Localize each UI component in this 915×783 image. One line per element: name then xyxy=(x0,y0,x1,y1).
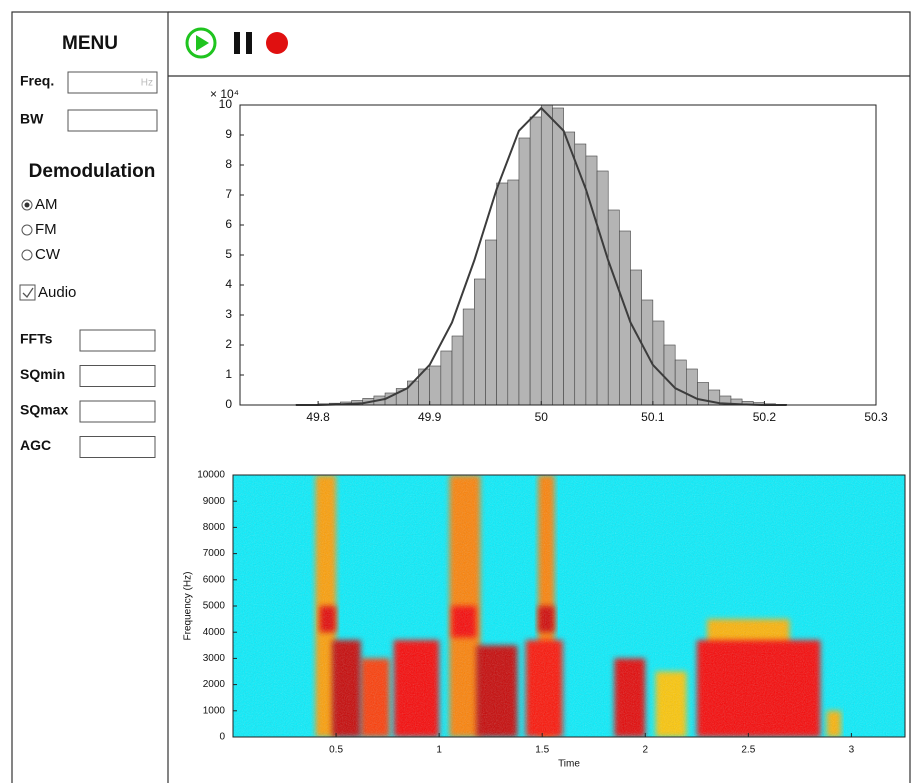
spectrogram-texture xyxy=(233,475,905,737)
y-tick-label: 1 xyxy=(225,367,232,381)
histogram-bar xyxy=(451,335,464,406)
histogram-bar xyxy=(507,179,520,406)
y-tick-label: 8000 xyxy=(203,522,226,533)
fit-curve xyxy=(295,106,787,406)
field-label: BW xyxy=(20,111,44,127)
y-tick-label: 7000 xyxy=(203,548,226,559)
y-tick-label: 10000 xyxy=(197,470,225,481)
radio-button[interactable] xyxy=(21,224,33,236)
y-axis-label: Frequency (Hz) xyxy=(183,572,194,641)
sidebar xyxy=(11,11,169,783)
play-ring[interactable] xyxy=(185,27,217,59)
field-label: SQmin xyxy=(20,366,65,382)
histogram-bar xyxy=(496,182,509,406)
y-tick-label: 3000 xyxy=(203,653,226,664)
x-tick-label: 49.9 xyxy=(418,410,442,424)
y-tick-label: 9 xyxy=(225,127,232,141)
histogram-bar xyxy=(440,350,453,406)
text-input[interactable] xyxy=(79,329,156,352)
x-tick-label: 2 xyxy=(642,745,648,756)
input-unit: Hz xyxy=(141,78,153,89)
section-title: Demodulation xyxy=(29,161,156,182)
record-button[interactable] xyxy=(266,32,288,54)
histogram-bar xyxy=(540,104,553,406)
radio-label[interactable]: AM xyxy=(35,196,58,213)
y-tick-label: 1000 xyxy=(203,705,226,716)
y-tick-label: 9000 xyxy=(203,496,226,507)
checkbox[interactable] xyxy=(19,284,36,301)
histogram-bar xyxy=(429,365,442,406)
histogram-bar xyxy=(552,107,564,406)
menu-title: MENU xyxy=(62,33,118,54)
field-label: AGC xyxy=(20,437,51,453)
y-tick-label: 2000 xyxy=(203,679,226,690)
y-tick-label: 6 xyxy=(225,217,232,231)
histogram-bar xyxy=(462,308,475,406)
y-tick-label: 0 xyxy=(219,732,225,743)
checkbox-label[interactable]: Audio xyxy=(38,284,76,301)
histogram-bar xyxy=(686,368,698,406)
pause-button[interactable] xyxy=(234,32,252,54)
field-label: SQmax xyxy=(20,402,68,418)
text-input[interactable] xyxy=(67,109,158,132)
histogram-bar xyxy=(407,380,419,406)
histogram-bar xyxy=(474,278,486,406)
x-tick-label: 50.2 xyxy=(753,410,777,424)
x-tick-label: 50 xyxy=(535,410,549,424)
x-tick-label: 2.5 xyxy=(741,745,755,756)
radio-dot[interactable] xyxy=(24,202,30,208)
x-tick-label: 3 xyxy=(849,745,855,756)
y-tick-label: 8 xyxy=(225,157,232,171)
pause-bar[interactable] xyxy=(234,32,240,54)
spectrogram-image xyxy=(233,475,905,737)
y-tick-label: 0 xyxy=(225,397,232,411)
histogram-bar xyxy=(529,116,542,406)
histogram-bar xyxy=(674,359,687,406)
field-label: Freq. xyxy=(20,73,54,89)
checkmark[interactable] xyxy=(22,287,34,299)
histogram-bar xyxy=(607,209,620,406)
y-tick-label: 7 xyxy=(225,187,232,201)
text-input[interactable] xyxy=(79,365,156,387)
toolbar-frame xyxy=(168,11,911,783)
histogram-bar xyxy=(630,269,642,406)
y-tick-label: 4 xyxy=(225,277,232,291)
text-input[interactable] xyxy=(67,71,158,94)
x-tick-label: 49.8 xyxy=(306,410,330,424)
x-tick-label: 50.3 xyxy=(864,410,888,424)
y-tick-label: 3 xyxy=(225,307,232,321)
histogram-bar xyxy=(485,239,497,406)
text-input[interactable] xyxy=(79,400,156,423)
histogram-bar xyxy=(652,320,665,406)
field-label: FFTs xyxy=(20,331,53,347)
y-scale-label: × 10⁴ xyxy=(210,87,239,101)
radio-label[interactable]: CW xyxy=(35,246,61,263)
play-icon[interactable] xyxy=(196,35,209,51)
histogram-bar xyxy=(663,344,676,406)
histogram-bar xyxy=(518,137,531,406)
x-tick-label: 1.5 xyxy=(535,745,549,756)
x-tick-label: 50.1 xyxy=(641,410,665,424)
y-tick-label: 2 xyxy=(225,337,232,351)
y-tick-label: 4000 xyxy=(203,627,226,638)
x-tick-label: 0.5 xyxy=(329,745,343,756)
histogram-bar xyxy=(563,131,576,406)
radio-label[interactable]: FM xyxy=(35,221,57,238)
x-tick-label: 1 xyxy=(436,745,442,756)
x-axis-label: Time xyxy=(558,759,580,770)
pause-bar[interactable] xyxy=(246,32,252,54)
play-button[interactable] xyxy=(185,27,217,59)
text-input[interactable] xyxy=(79,436,156,458)
radio-button[interactable] xyxy=(21,249,33,261)
histogram-bar xyxy=(596,170,609,406)
y-tick-label: 6000 xyxy=(203,574,226,585)
y-tick-label: 5 xyxy=(225,247,232,261)
y-tick-label: 5000 xyxy=(203,601,226,612)
y-tick-label: 10 xyxy=(219,97,233,111)
